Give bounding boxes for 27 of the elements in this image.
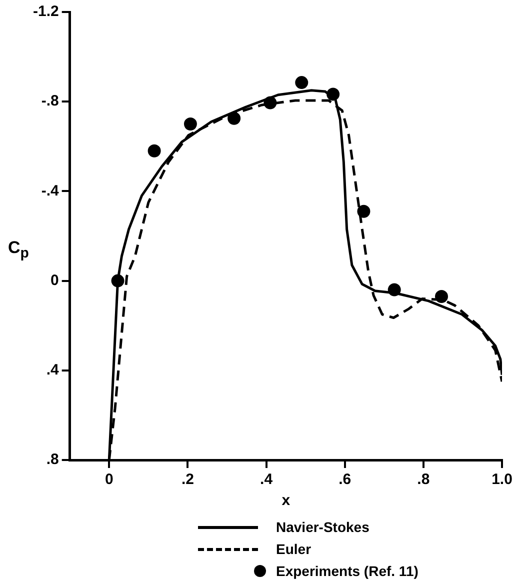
- point: [326, 88, 340, 101]
- point: [388, 283, 401, 296]
- y-tick-label: .8: [46, 451, 59, 468]
- y-tick-label: 0: [50, 272, 59, 289]
- legend-label: Experiments (Ref. 11): [276, 563, 418, 579]
- point: [184, 118, 197, 130]
- y-tick-label: -.8: [41, 92, 59, 110]
- point: [111, 274, 124, 288]
- x-tick-label: .4: [260, 471, 274, 488]
- point: [357, 204, 370, 218]
- legend-label: Euler: [276, 541, 312, 557]
- x-tick-label: .2: [181, 471, 194, 488]
- x-tick-label: .6: [338, 471, 352, 488]
- y-tick-label: .4: [46, 362, 60, 379]
- point: [264, 96, 277, 110]
- y-tick-label: -1.2: [32, 3, 59, 20]
- point: [148, 144, 161, 158]
- x-tick-label: 0: [104, 471, 114, 488]
- y-axis-title: C$_{p}$: [8, 238, 29, 262]
- y-tick-label: -.4: [41, 182, 60, 200]
- x-tick-label: .8: [417, 471, 430, 488]
- point: [228, 112, 241, 125]
- x-axis-title: x: [282, 492, 291, 510]
- legend-label: Navier-Stokes: [276, 519, 370, 535]
- x-tick-label: 1.0: [492, 471, 512, 488]
- point: [295, 76, 308, 90]
- point: [435, 290, 448, 303]
